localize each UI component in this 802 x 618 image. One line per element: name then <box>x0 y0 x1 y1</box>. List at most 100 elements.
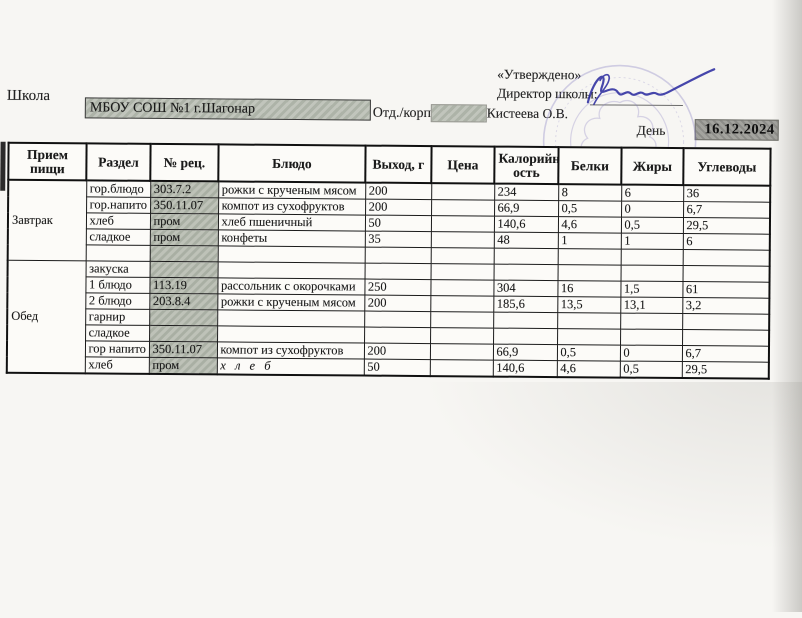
cell-rec <box>149 325 218 342</box>
cell-protein: 4,6 <box>557 216 622 234</box>
cell-kcal: 185,6 <box>493 296 558 313</box>
cell-price <box>430 295 494 313</box>
cell-kcal <box>493 312 558 329</box>
cell-protein <box>557 328 621 346</box>
col-header-out: Выход, г <box>365 145 432 184</box>
cell-fat: 1,5 <box>620 281 683 298</box>
school-name-field: МБОУ СОШ №1 г.Шагонар <box>84 97 371 121</box>
cell-price <box>430 263 494 281</box>
cell-price <box>430 215 495 233</box>
cell-dish: хлеб пшеничный <box>217 213 366 232</box>
cell-rec: пром <box>149 229 218 246</box>
cell-razdel <box>85 244 150 262</box>
cell-rec: пром <box>149 213 219 230</box>
cell-carbs: 29,5 <box>682 217 771 235</box>
cell-out: 250 <box>364 279 431 296</box>
cell-protein: 8 <box>558 184 622 202</box>
scan-edge-shadow <box>772 0 802 612</box>
meal-name-lunch: Обед <box>6 260 86 374</box>
cell-out: 200 <box>365 199 432 216</box>
cell-kcal <box>493 328 558 345</box>
col-header-kcal: Калорийн ость <box>494 146 559 185</box>
col-header-meal: Прием пищи <box>8 142 87 181</box>
cell-dish: рожки с крученым мясом <box>218 181 366 200</box>
cell-carbs: 6,7 <box>681 345 770 363</box>
cell-razdel: 1 блюдо <box>85 276 150 294</box>
cell-carbs: 29,5 <box>681 361 769 379</box>
cell-fat <box>620 313 683 330</box>
col-header-protein: Белки <box>558 147 622 185</box>
cell-dish: компот из сухофруктов <box>218 197 366 216</box>
meal-name-breakfast: Завтрак <box>7 179 87 261</box>
cell-protein <box>557 248 621 266</box>
cell-protein: 1 <box>557 232 621 250</box>
cell-price <box>431 183 495 201</box>
cell-dish: компот из сухофруктов <box>216 341 365 360</box>
cell-fat: 0,5 <box>619 361 682 379</box>
cell-fat: 0 <box>619 345 683 362</box>
cell-price <box>430 247 494 265</box>
cell-protein: 0,5 <box>556 344 621 362</box>
director-label: Директор школы: <box>496 85 598 102</box>
cell-out <box>364 327 431 344</box>
cell-rec <box>149 245 218 262</box>
dept-field <box>430 104 487 123</box>
menu-table: Прием пищи Раздел № рец. Блюдо Выход, г … <box>5 141 772 380</box>
date-field: 16.12.2024 <box>694 119 779 141</box>
cell-rec <box>149 309 218 326</box>
cell-carbs: 36 <box>683 185 771 203</box>
cell-rec: пром <box>148 357 217 375</box>
cell-kcal: 66,9 <box>492 344 558 361</box>
cell-carbs <box>682 249 770 267</box>
cell-price <box>430 231 494 249</box>
cell-dish <box>217 325 365 344</box>
cell-carbs <box>682 313 770 331</box>
cell-razdel: хлеб <box>85 212 151 230</box>
cell-dish <box>217 245 365 264</box>
cell-carbs: 61 <box>682 281 770 299</box>
cell-rec: 303.7.2 <box>150 180 219 198</box>
cell-protein: 16 <box>557 280 621 298</box>
cell-price <box>430 327 494 345</box>
cell-out: 200 <box>365 182 432 200</box>
cell-out <box>364 263 431 280</box>
cell-price <box>430 311 494 329</box>
cell-out: 50 <box>363 359 430 377</box>
cell-dish: рассольник с окорочками <box>217 277 365 296</box>
cell-price <box>430 279 494 297</box>
col-header-price: Цена <box>431 146 495 184</box>
school-label: Школа <box>6 87 51 105</box>
cell-kcal: 66,9 <box>494 200 559 217</box>
cell-kcal: 48 <box>493 232 558 249</box>
signature-line <box>589 84 684 107</box>
cell-dish: конфеты <box>217 229 365 248</box>
cell-kcal <box>493 264 558 281</box>
cell-protein <box>557 264 621 282</box>
cell-razdel: сладкое <box>85 228 150 246</box>
cell-razdel: гор.блюдо <box>86 180 151 198</box>
cell-rec <box>149 261 218 278</box>
cell-protein: 4,6 <box>556 360 620 378</box>
cell-dish <box>217 261 365 280</box>
cell-carbs <box>682 265 770 283</box>
day-label: День <box>636 122 666 138</box>
cell-razdel: гарнир <box>85 308 150 326</box>
cell-protein <box>557 312 621 330</box>
cell-dish: х л е б <box>216 357 364 376</box>
cell-out: 50 <box>364 215 432 232</box>
cell-razdel: хлеб <box>84 356 149 374</box>
cell-out: 35 <box>364 231 431 248</box>
header-row: Прием пищи Раздел № рец. Блюдо Выход, г … <box>8 142 771 186</box>
cell-out <box>364 247 431 264</box>
cell-fat: 0 <box>621 201 684 218</box>
cell-fat: 13,1 <box>620 297 683 314</box>
cell-carbs: 3,2 <box>682 297 770 315</box>
cell-rec: 350.11.07 <box>148 341 218 358</box>
cell-fat: 1 <box>620 233 683 250</box>
cell-razdel: закуска <box>85 260 150 278</box>
col-header-carbs: Углеводы <box>683 148 771 186</box>
cell-razdel: гор напито <box>84 340 150 358</box>
col-header-rec: № рец. <box>150 143 219 182</box>
